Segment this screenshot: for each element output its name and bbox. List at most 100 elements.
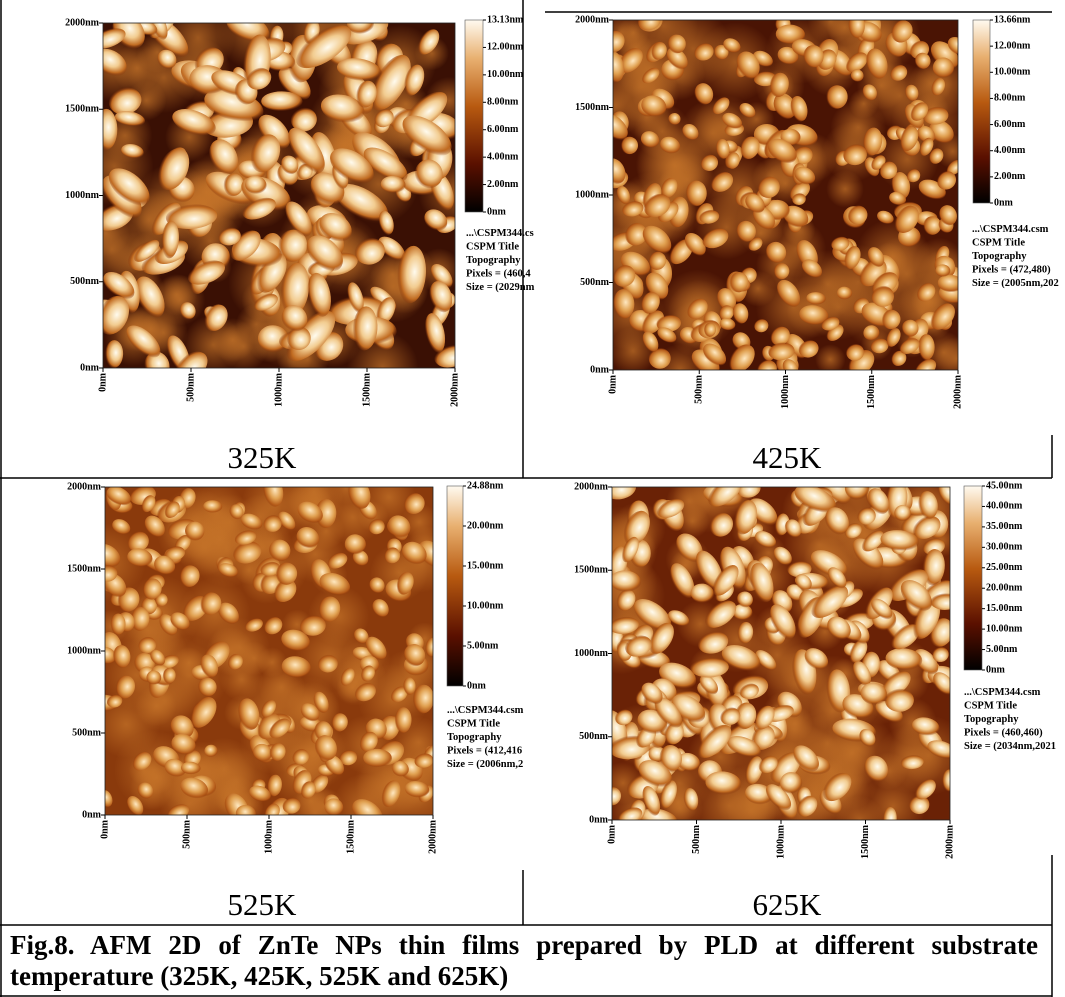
colorbar-label: 10.00nm [994,67,1031,78]
x-tick-label: 2000nm [944,824,955,859]
y-tick-label: 1000nm [574,648,609,659]
image-info: CSPM Title [466,242,519,253]
colorbar-label: 0nm [467,680,487,691]
grain [931,593,960,610]
colorbar-label: 8.00nm [994,93,1026,104]
y-tick-label: 500nm [72,727,102,738]
image-info: Pixels = (460,4 [466,269,531,280]
y-tick-label: 1500nm [67,563,102,574]
colorbar-label: 20.00nm [986,583,1023,594]
x-tick-label: 0nm [607,374,618,394]
x-tick-label: 0nm [606,824,617,844]
x-tick-label: 1000nm [775,824,786,859]
texture-soft [935,337,979,381]
image-info: Pixels = (472,480) [972,265,1051,276]
colorbar [964,486,982,670]
y-tick-label: 2000nm [574,481,609,492]
colorbar-label: 12.00nm [487,42,524,53]
x-tick-label: 500nm [694,374,705,404]
colorbar-label: 20.00nm [467,520,504,531]
x-tick-label: 1500nm [345,819,356,854]
figure-caption: Fig.8. AFM 2D of ZnTe NPs thin films pre… [10,930,1038,992]
y-tick-label: 1000nm [575,189,610,200]
x-tick-label: 500nm [691,824,702,854]
y-tick-label: 500nm [70,276,100,287]
image-info: CSPM Title [447,719,500,730]
image-info: Pixels = (412,416 [447,746,522,757]
colorbar [973,20,990,203]
image-info: CSPM Title [964,701,1017,712]
figure-page: 2000nm1500nm1000nm500nm0nm0nm500nm1000nm… [0,0,1065,997]
panel-label: 625K [753,887,823,922]
afm-panel: 2000nm1500nm1000nm500nm0nm0nm500nm1000nm… [65,0,535,475]
image-info: Topography [964,714,1019,725]
colorbar-label: 0nm [986,664,1006,675]
panel-label: 525K [228,887,298,922]
colorbar-label: 5.00nm [467,640,499,651]
grain [918,334,935,360]
x-tick-label: 1500nm [361,372,372,407]
colorbar-label: 5.00nm [986,644,1018,655]
colorbar-label: 0nm [994,197,1014,208]
colorbar-label: 10.00nm [986,623,1023,634]
afm-panel: 2000nm1500nm1000nm500nm0nm0nm500nm1000nm… [575,0,1059,475]
x-tick-label: 1000nm [273,372,284,407]
image-info: ...\CSPM344.cs [466,228,534,239]
x-tick-label: 1500nm [866,374,877,409]
y-tick-label: 2000nm [67,481,102,492]
image-info: Pixels = (460,460) [964,728,1043,739]
y-tick-label: 0nm [82,809,102,820]
image-info: ...\CSPM344.csm [972,224,1049,235]
image-info: ...\CSPM344.csm [447,705,524,716]
y-tick-label: 1000nm [65,190,100,201]
panel-label: 425K [753,440,823,475]
x-tick-label: 2000nm [449,372,460,407]
image-info: Topography [972,251,1027,262]
colorbar-label: 13.66nm [994,14,1031,25]
y-tick-label: 2000nm [575,14,610,25]
colorbar [465,20,483,212]
figure: 2000nm1500nm1000nm500nm0nm0nm500nm1000nm… [0,0,1065,997]
colorbar-label: 15.00nm [986,603,1023,614]
afm-panel: 2000nm 1500nm 1000nm 500nm 0nm 0nm 500nm 1000nm… [67,461,524,922]
colorbar-label: 8.00nm [487,97,519,108]
colorbar-label: 15.00nm [467,560,504,571]
image-info: Size = (2034nm,2021 [964,741,1056,752]
afm-image [75,0,488,403]
colorbar-label: 30.00nm [986,542,1023,553]
colorbar-label: 25.00nm [986,562,1023,573]
colorbar-label: 0nm [487,206,507,217]
image-info: Size = (2005nm,202 [972,278,1059,289]
y-tick-label: 500nm [580,277,610,288]
colorbar-label: 4.00nm [487,151,519,162]
y-tick-label: 1000nm [67,645,102,656]
y-tick-label: 0nm [589,814,609,825]
x-tick-label: 1000nm [263,819,274,854]
x-tick-label: 0nm [97,372,108,392]
y-tick-label: 2000nm [65,17,100,28]
afm-image [67,461,452,839]
y-tick-label: 1500nm [575,102,610,113]
image-info: Topography [466,255,521,266]
afm-panel: 2000nm1500nm1000nm500nm0nm0nm500nm1000nm… [574,451,1056,922]
y-tick-label: 0nm [80,362,100,373]
y-tick-label: 1500nm [574,565,609,576]
x-tick-label: 1500nm [860,824,871,859]
x-tick-label: 500nm [181,819,192,849]
colorbar-label: 6.00nm [487,124,519,135]
panel-label: 325K [228,440,298,475]
image-info: CSPM Title [972,238,1025,249]
image-info: ...\CSPM344.csm [964,687,1041,698]
image-info: Size = (2029nm [466,282,535,293]
colorbar-label: 2.00nm [487,179,519,190]
x-tick-label: 2000nm [427,819,438,854]
image-info: Topography [447,732,502,743]
y-tick-label: 500nm [579,731,609,742]
colorbar [447,486,463,686]
colorbar-label: 13.13nm [487,14,524,25]
colorbar-label: 45.00nm [986,480,1023,491]
y-tick-label: 0nm [590,364,610,375]
colorbar-label: 40.00nm [986,501,1023,512]
colorbar-label: 10.00nm [467,600,504,611]
colorbar-label: 6.00nm [994,119,1026,130]
